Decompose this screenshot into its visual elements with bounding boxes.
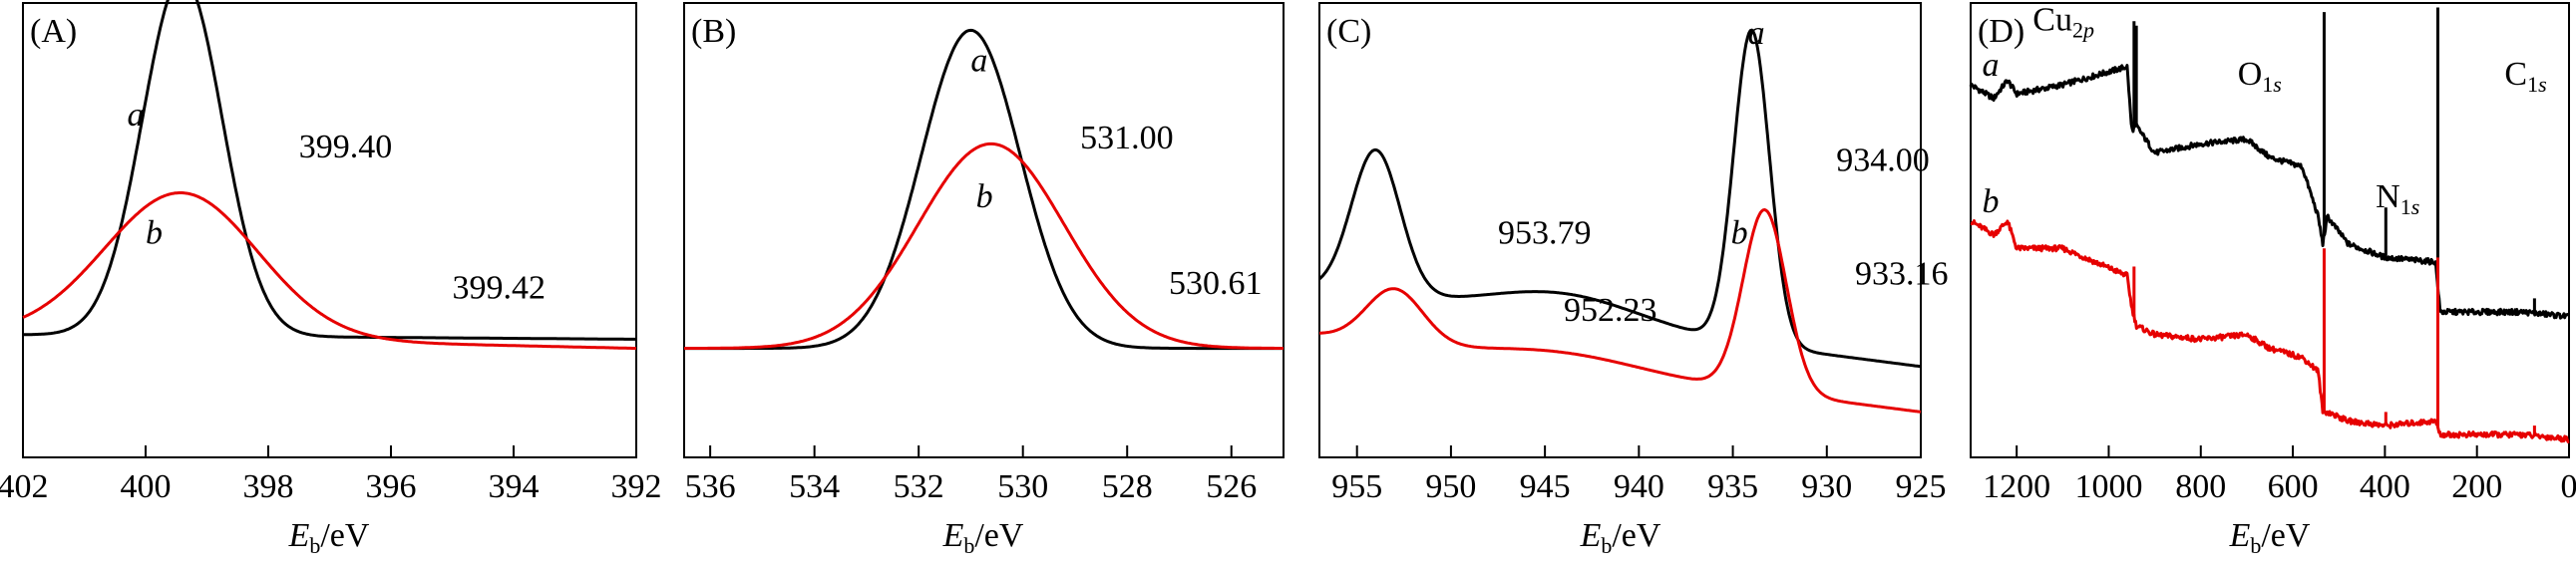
panel-b-series-a	[683, 28, 1285, 351]
panel-a-annotation-3: 399.42	[453, 269, 547, 306]
panel-a-ticks: 402 400 398 396 394 392	[0, 445, 662, 505]
panel-c: (C) 955 950 945 940 935 930 925 a 934.00 b 933.16…	[1317, 2, 1949, 558]
panel-b-tick-label-0: 536	[685, 468, 736, 505]
panel-d-annotation-5: C1s	[2504, 56, 2546, 97]
panel-b-tick-label-5: 526	[1206, 468, 1257, 505]
panel-a-annotation-0: a	[128, 97, 145, 134]
panel-d-label: (D)	[1978, 13, 2024, 50]
panel-b-frame	[683, 2, 1285, 458]
panel-c-tick-label-4: 935	[1707, 468, 1758, 505]
panel-c-tick-label-6: 925	[1896, 468, 1947, 505]
panel-b-series-b	[683, 142, 1285, 350]
panel-c-tick-label-2: 945	[1520, 468, 1571, 505]
panel-c-curves	[1317, 28, 1922, 414]
panel-a-label: (A)	[30, 13, 77, 50]
panel-a-annotation-1: 399.40	[299, 129, 393, 165]
panel-a-annotations: a 399.40 b 399.42	[128, 97, 546, 306]
panel-a-tick-label-0: 402	[0, 468, 49, 505]
panel-b-tick-label-4: 528	[1102, 468, 1153, 505]
panel-c-annotation-2: b	[1731, 215, 1748, 252]
panel-c-annotation-4: 953.79	[1498, 215, 1592, 252]
panel-c-annotation-1: 934.00	[1836, 142, 1930, 179]
panel-b-tick-label-1: 534	[789, 468, 840, 505]
panel-b-annotation-1: 531.00	[1080, 120, 1174, 156]
panel-c-series-a	[1317, 28, 1922, 369]
panel-c-label: (C)	[1326, 13, 1371, 50]
panel-a-series-b	[22, 191, 637, 351]
panel-c-tick-label-1: 950	[1425, 468, 1476, 505]
panel-b-tick-label-3: 530	[997, 468, 1048, 505]
panel-c-frame	[1318, 2, 1922, 458]
panel-d-frame	[1970, 2, 2570, 458]
panel-c-tick-label-0: 955	[1331, 468, 1382, 505]
panel-a-curves	[22, 0, 637, 351]
panel-b-tick-label-2: 532	[894, 468, 944, 505]
panel-a: (A) 402 400 398 396 394 392 a 399.40 b 399.42 Eb…	[0, 0, 662, 558]
panel-d-tick-label-2: 800	[2175, 468, 2226, 505]
panel-a-tick-label-3: 396	[366, 468, 417, 505]
panel-b-xlabel: Eb/eV	[942, 517, 1024, 558]
panel-d-annotation-0: a	[1983, 47, 2000, 84]
panel-b: (B) 536 534 532 530 528 526 a 531.00 b 530.61 Eb…	[683, 2, 1285, 558]
panel-b-annotations: a 531.00 b 530.61	[970, 42, 1262, 301]
panel-a-annotation-2: b	[146, 215, 163, 252]
panel-d-annotations: a b Cu2p O1s N1s C1s	[1983, 1, 2547, 219]
panel-b-annotation-2: b	[976, 178, 993, 215]
panel-c-annotation-3: 933.16	[1855, 256, 1949, 293]
panel-d-tick-label-5: 200	[2451, 468, 2502, 505]
panel-d-series-a	[1969, 64, 2570, 320]
panel-b-label: (B)	[691, 13, 736, 50]
panel-c-ticks: 955 950 945 940 935 930 925	[1331, 445, 1947, 505]
panel-d-ticks: 1200 1000 800 600 400 200 0	[1983, 445, 2576, 505]
panel-d-annotation-3: O1s	[2238, 56, 2282, 97]
panel-c-annotations: a 934.00 b 933.16 953.79 952.23	[1498, 15, 1949, 329]
panel-d-tick-label-4: 400	[2360, 468, 2410, 505]
panel-d-tick-label-3: 600	[2268, 468, 2319, 505]
panel-d-annotation-1: b	[1983, 183, 2000, 220]
panel-a-series-a	[23, 0, 636, 341]
panel-d-annotation-2: Cu2p	[2032, 1, 2094, 42]
panel-c-tick-label-3: 940	[1614, 468, 1664, 505]
panel-d-annotation-4: N1s	[2376, 178, 2419, 219]
panel-d-tick-label-0: 1200	[1983, 468, 2050, 505]
panel-d-xlabel: Eb/eV	[2229, 517, 2311, 558]
panel-d-tick-label-6: 0	[2561, 468, 2576, 505]
panel-a-tick-label-2: 398	[243, 468, 294, 505]
panel-d-tick-label-1: 1000	[2074, 468, 2142, 505]
panel-c-annotation-0: a	[1748, 15, 1765, 52]
panel-c-annotation-5: 952.23	[1564, 292, 1657, 329]
panel-d: (D) 1200 1000 800 600 400 200 0 a b Cu2p O1s N1s C1…	[1969, 1, 2576, 558]
panel-c-series-b	[1318, 208, 1922, 414]
panel-d-curves	[1969, 7, 2570, 443]
panel-a-xlabel: Eb/eV	[288, 517, 370, 558]
panel-a-tick-label-1: 400	[121, 468, 172, 505]
panel-b-curves	[683, 28, 1285, 351]
panel-b-annotation-3: 530.61	[1169, 265, 1263, 302]
panel-a-tick-label-4: 394	[489, 468, 540, 505]
panel-c-xlabel: Eb/eV	[1580, 517, 1661, 558]
panel-a-tick-label-5: 392	[611, 468, 662, 505]
panel-d-series-b	[1970, 219, 2570, 443]
panel-b-ticks: 536 534 532 530 528 526	[685, 445, 1257, 505]
panel-b-annotation-0: a	[970, 42, 987, 79]
panel-c-tick-label-5: 930	[1801, 468, 1852, 505]
panel-a-frame	[22, 2, 637, 458]
